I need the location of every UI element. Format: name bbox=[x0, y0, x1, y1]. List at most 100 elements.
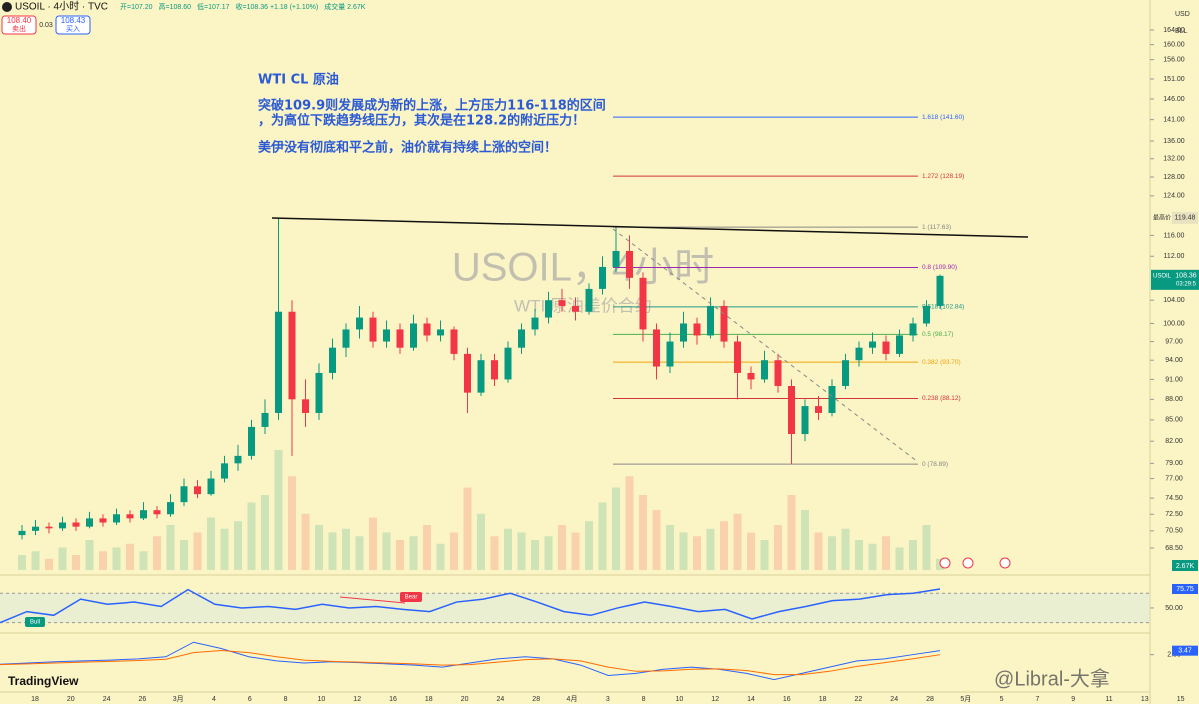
volume-bar bbox=[409, 536, 418, 570]
fib-label: 1.272 (128.19) bbox=[922, 173, 964, 180]
candle-body bbox=[261, 412, 269, 427]
credit: @Libral-大拿 bbox=[994, 666, 1110, 690]
volume-bar bbox=[706, 528, 715, 570]
candle-body bbox=[531, 317, 539, 330]
candle-body bbox=[126, 514, 134, 519]
sell-price: 108.40 bbox=[7, 16, 32, 25]
x-tick-label: 3月 bbox=[173, 695, 184, 703]
candle-body bbox=[504, 347, 512, 380]
event-icon[interactable] bbox=[939, 557, 951, 569]
candle-body bbox=[437, 329, 444, 336]
candle-body bbox=[153, 510, 161, 515]
y-tick-label: 151.00 bbox=[1163, 76, 1185, 83]
macd-line bbox=[0, 650, 941, 676]
candle-body bbox=[194, 486, 201, 495]
brand: TradingView bbox=[8, 674, 79, 688]
candle-body bbox=[734, 341, 741, 373]
candle-body bbox=[248, 426, 255, 456]
annotation: WTI CL 原油 bbox=[258, 72, 339, 88]
x-tick-label: 12 bbox=[711, 696, 719, 703]
y-tick-label: 70.50 bbox=[1165, 528, 1183, 535]
candles bbox=[18, 217, 944, 540]
fib-label: 0.618 (102.84) bbox=[922, 304, 964, 311]
volume-bar bbox=[760, 540, 769, 570]
x-tick-label: 4月 bbox=[567, 695, 578, 703]
candle-body bbox=[842, 360, 849, 386]
candle-body bbox=[585, 288, 593, 312]
ohlc-value: 成交量 2.67K bbox=[324, 2, 366, 11]
symbol[interactable]: USOIL · 4小时 · TVC bbox=[15, 1, 108, 13]
spread: 0.03 bbox=[39, 22, 53, 29]
sell-label: 卖出 bbox=[12, 24, 26, 33]
x-tick-label: 8 bbox=[284, 696, 288, 703]
x-tick-label: 28 bbox=[532, 696, 540, 703]
candle-body bbox=[855, 347, 863, 361]
volume-bar bbox=[855, 540, 863, 570]
volume-bar bbox=[828, 536, 836, 570]
candle-body bbox=[99, 518, 107, 523]
x-tick-label: 24 bbox=[103, 696, 111, 703]
volume-bar bbox=[517, 532, 526, 570]
candle-body bbox=[558, 300, 566, 306]
sell-button[interactable] bbox=[1, 15, 37, 35]
candle-body bbox=[707, 305, 714, 336]
volume-label: 2.67K bbox=[1176, 563, 1195, 570]
candle-body bbox=[369, 317, 377, 342]
candle-body bbox=[72, 522, 80, 527]
x-tick-label: 16 bbox=[783, 696, 791, 703]
volume-bar bbox=[774, 525, 782, 570]
candle-body bbox=[423, 323, 431, 336]
volume-bar bbox=[369, 517, 377, 570]
y-tick-label: 128.00 bbox=[1163, 174, 1185, 181]
x-tick-label: 5月 bbox=[960, 695, 971, 703]
candle-body bbox=[113, 514, 120, 523]
bear-label: Bear bbox=[405, 595, 418, 601]
bull-label: Bull bbox=[30, 620, 40, 626]
volume-bar bbox=[841, 528, 850, 570]
x-tick-label: 5 bbox=[1000, 696, 1004, 703]
trend-line[interactable] bbox=[271, 217, 1029, 238]
volume-bar bbox=[45, 558, 53, 570]
volume-bar bbox=[328, 532, 337, 570]
event-icon[interactable] bbox=[962, 557, 974, 569]
y-tick-label: 116.00 bbox=[1164, 232, 1185, 239]
volume-bar bbox=[693, 536, 701, 570]
candle-body bbox=[801, 406, 809, 435]
last-symbol: USOIL bbox=[1153, 273, 1172, 279]
candle-body bbox=[464, 353, 471, 393]
event-icon[interactable] bbox=[999, 557, 1011, 569]
x-tick-label: 11 bbox=[1105, 696, 1112, 703]
volume-bar bbox=[679, 532, 688, 570]
volume-bar bbox=[895, 547, 904, 570]
volume-bar bbox=[450, 532, 458, 570]
y-tick-label: 156.00 bbox=[1163, 56, 1185, 63]
annotation: ，为高位下跌趋势线压力，其次是在128.2的附近压力！ bbox=[258, 113, 585, 129]
volume-bar bbox=[220, 528, 229, 570]
x-tick-label: 10 bbox=[676, 696, 684, 703]
volume-bar bbox=[342, 528, 350, 570]
candle-body bbox=[140, 510, 147, 519]
ohlc-value: 开=107.20 bbox=[120, 3, 153, 11]
candle-body bbox=[275, 311, 282, 413]
volume-bar bbox=[85, 540, 94, 570]
volume-bar bbox=[720, 521, 728, 570]
ohlc-value: 收=108.36 +1.18 (+1.10%) bbox=[236, 2, 319, 11]
candle-body bbox=[693, 323, 701, 336]
x-tick-label: 6 bbox=[248, 696, 252, 703]
candle-body bbox=[599, 266, 606, 289]
y-tick-label: 112.00 bbox=[1164, 253, 1185, 260]
y-tick-label: 146.00 bbox=[1163, 96, 1185, 103]
volume-bar bbox=[558, 525, 566, 570]
volume-bar bbox=[153, 536, 161, 570]
last-price: 108.36 bbox=[1175, 273, 1197, 280]
volume-bar bbox=[355, 536, 364, 570]
x-tick-label: 20 bbox=[461, 696, 469, 703]
fibonacci: 1.618 (141.60) 1.272 (128.19) 1 (117.63) 0.… bbox=[613, 114, 964, 468]
volume-bar bbox=[126, 543, 134, 570]
buy-button[interactable] bbox=[55, 15, 91, 35]
candle-body bbox=[45, 526, 53, 529]
candle-body bbox=[450, 329, 458, 354]
candle-body bbox=[626, 250, 633, 278]
